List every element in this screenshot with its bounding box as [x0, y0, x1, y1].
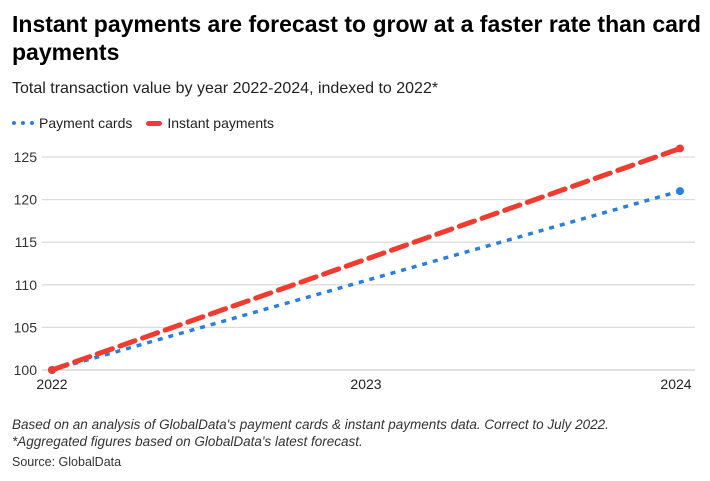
legend-swatch [12, 121, 34, 125]
y-tick-label: 110 [15, 277, 38, 293]
data-point [676, 187, 684, 196]
y-tick-label: 120 [14, 192, 38, 208]
note: Based on an analysis of GlobalData's pay… [12, 417, 609, 432]
chart-subtitle: Total transaction value by year 2022-202… [12, 80, 439, 97]
x-tick-label: 2022 [36, 376, 67, 392]
x-tick-label: 2023 [350, 376, 381, 392]
chart-source: Source: GlobalData [12, 455, 122, 469]
legend: Payment cards Instant payments [12, 115, 280, 131]
y-tick-label: 105 [14, 319, 38, 335]
series-line-payment-cards [51, 189, 681, 372]
y-tick-label: 125 [14, 149, 38, 165]
line-chart: 100 105 110 115 120 125 2022 2023 2024 [14, 144, 695, 392]
chart-title: Instant payments are forecast to grow at… [12, 11, 701, 65]
legend-item-payment-cards: Payment cards [12, 115, 132, 131]
legend-swatch [146, 120, 163, 126]
note: *Aggregated figures based on GlobalData'… [12, 434, 363, 449]
y-tick-label: 115 [15, 234, 38, 250]
legend-item-instant-payments: Instant payments [146, 115, 274, 131]
chart-notes: Based on an analysis of GlobalData's pay… [12, 416, 609, 450]
data-point [48, 366, 56, 374]
legend-label: Instant payments [167, 115, 274, 131]
y-tick-label: 100 [14, 362, 38, 378]
x-tick-label: 2024 [660, 376, 691, 392]
series-line-instant-payments [49, 145, 683, 373]
data-point [676, 144, 684, 153]
legend-label: Payment cards [39, 115, 133, 131]
